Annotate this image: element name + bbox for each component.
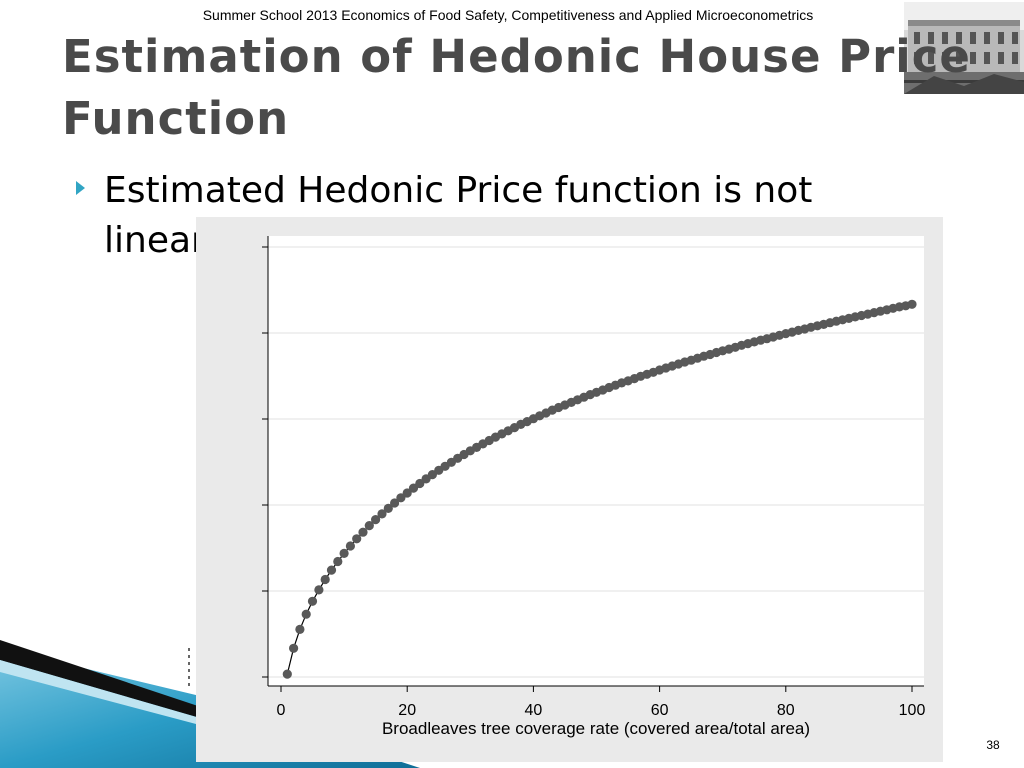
data-point bbox=[396, 493, 406, 503]
data-point bbox=[358, 527, 368, 537]
gridlines bbox=[268, 246, 924, 678]
data-point bbox=[377, 509, 387, 519]
header-photo bbox=[904, 2, 1024, 94]
x-tick-label: 20 bbox=[398, 702, 416, 719]
slide-title-line-2: Function bbox=[62, 92, 290, 145]
data-point bbox=[295, 624, 305, 634]
y-ticks bbox=[262, 246, 268, 678]
slide-title: Estimation of Hedonic House Price Functi… bbox=[62, 26, 1022, 150]
x-axis-label: Broadleaves tree coverage rate (covered … bbox=[382, 719, 810, 738]
data-point bbox=[326, 565, 337, 575]
x-tick-label: 0 bbox=[277, 702, 286, 719]
data-point bbox=[345, 541, 355, 551]
data-point bbox=[282, 669, 292, 679]
dotted-divider bbox=[188, 648, 190, 690]
data-point bbox=[333, 556, 343, 567]
data-point bbox=[415, 478, 425, 489]
data-point bbox=[390, 498, 400, 508]
data-point bbox=[339, 548, 349, 558]
data-point bbox=[314, 585, 324, 595]
x-tick-label: 80 bbox=[777, 702, 795, 719]
data-point bbox=[371, 515, 381, 525]
data-point bbox=[408, 483, 419, 493]
data-point bbox=[320, 574, 330, 585]
header-text: Summer School 2013 Economics of Food Saf… bbox=[202, 7, 814, 23]
x-ticks: 0 20 40 60 80 100 bbox=[277, 686, 926, 719]
data-point bbox=[352, 534, 362, 544]
data-point bbox=[364, 521, 374, 531]
slide-number: 38 bbox=[986, 738, 1000, 752]
x-tick-label: 40 bbox=[525, 702, 543, 719]
hedonic-price-chart: 0 20 40 60 80 100 Broadleaves tree coverage r… bbox=[262, 236, 926, 738]
x-tick-label: 60 bbox=[651, 702, 669, 719]
data-point bbox=[301, 609, 311, 619]
plot-area bbox=[268, 236, 924, 686]
data-point bbox=[402, 488, 412, 498]
data-point bbox=[907, 299, 917, 309]
x-tick-label: 100 bbox=[899, 702, 926, 719]
data-point bbox=[307, 596, 318, 606]
data-point bbox=[289, 643, 299, 653]
slide-title-line-1: Estimation of Hedonic House Price bbox=[62, 30, 971, 83]
data-point bbox=[383, 503, 393, 513]
chart-panel: 0 20 40 60 80 100 Broadleaves tree coverage r… bbox=[196, 217, 943, 762]
bullet-arrow-icon bbox=[76, 181, 85, 195]
series-points bbox=[282, 299, 917, 679]
